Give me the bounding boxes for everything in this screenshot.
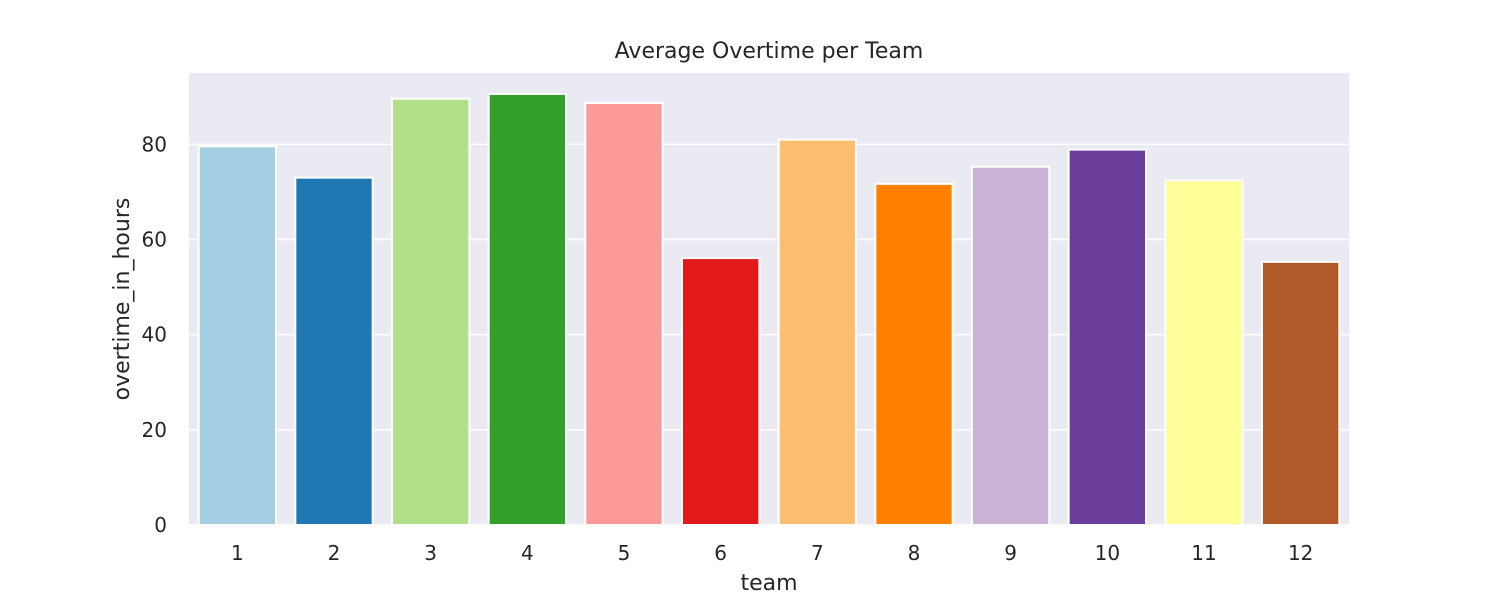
y-axis-label: overtime_in_hours	[110, 198, 135, 401]
x-tick-label: 4	[521, 541, 534, 565]
x-tick-label: 3	[424, 541, 437, 565]
bar-team-10	[1067, 148, 1147, 526]
x-tick-label: 9	[1004, 541, 1017, 565]
chart-title: Average Overtime per Team	[615, 39, 924, 64]
x-tick-label: 11	[1191, 541, 1216, 565]
bar-team-4	[487, 92, 567, 527]
x-tick-label: 10	[1095, 541, 1120, 565]
y-tick-label: 40	[142, 323, 167, 347]
y-tick-label: 80	[142, 132, 167, 156]
x-tick-label: 12	[1288, 541, 1313, 565]
x-tick-labels: 1 2 3 4 5 6 7 8 9 10 11 12	[231, 541, 1313, 565]
grid-lines	[189, 143, 1349, 526]
bar-team-12	[1261, 260, 1341, 526]
bars	[197, 92, 1341, 527]
x-axis-label: team	[740, 571, 797, 596]
bar-team-6	[681, 257, 761, 526]
bar-team-11	[1164, 179, 1244, 527]
y-tick-label: 20	[142, 418, 167, 442]
y-tick-labels: 0 20 40 60 80	[142, 132, 167, 537]
y-tick-label: 60	[142, 228, 167, 252]
x-tick-label: 6	[714, 541, 727, 565]
plot-area	[189, 73, 1349, 525]
bar-team-2	[294, 176, 374, 527]
bar-team-5	[584, 101, 664, 527]
x-tick-label: 8	[908, 541, 921, 565]
x-tick-label: 5	[618, 541, 631, 565]
y-tick-label: 0	[154, 513, 167, 537]
bar-team-7	[777, 138, 858, 526]
x-tick-label: 2	[328, 541, 341, 565]
x-tick-label: 7	[811, 541, 824, 565]
x-tick-label: 1	[231, 541, 244, 565]
bar-team-3	[391, 97, 471, 527]
bar-team-9	[971, 165, 1051, 526]
bar-team-1	[197, 145, 278, 526]
bar-team-8	[874, 182, 954, 526]
